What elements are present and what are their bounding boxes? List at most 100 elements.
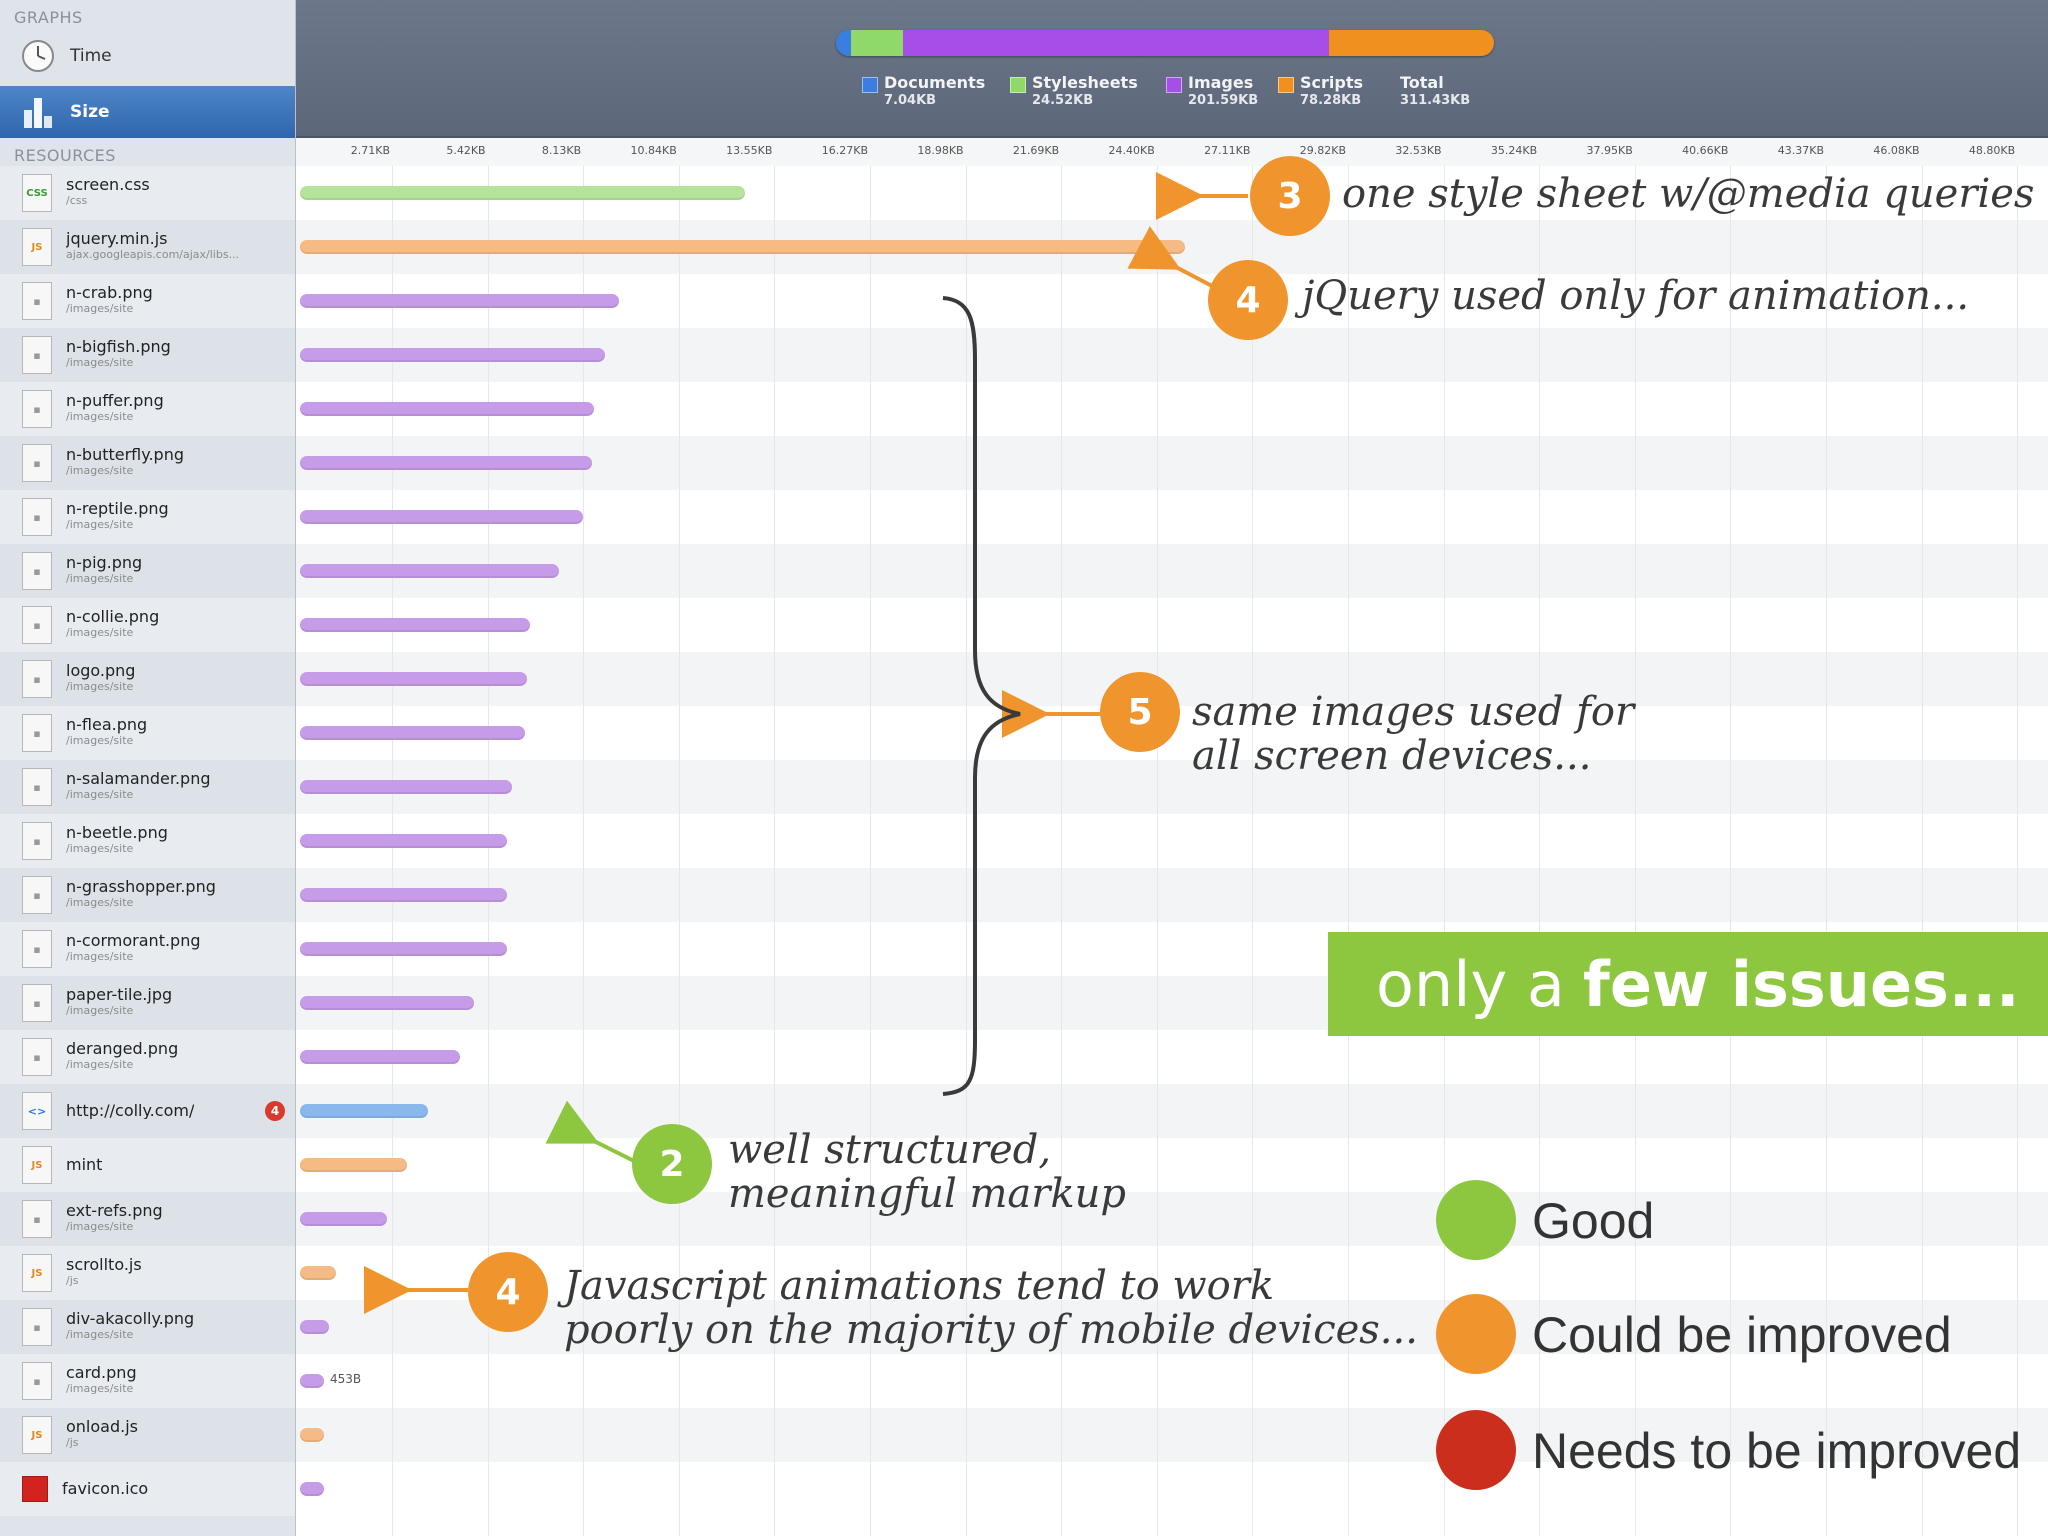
resource-row[interactable]: JS jquery.min.js ajax.googleapis.com/ajax/… <box>0 220 295 274</box>
resource-row[interactable]: ▪ n-grasshopper.png/images/site <box>0 868 295 922</box>
size-bar[interactable] <box>300 942 507 956</box>
js-file-icon: JS <box>22 1146 52 1184</box>
size-bar[interactable] <box>300 996 475 1010</box>
resource-name: n-butterfly.png <box>66 447 184 464</box>
chart-gridline <box>678 166 680 1536</box>
size-bar[interactable] <box>300 402 594 416</box>
chart-gridline <box>1539 166 1541 1536</box>
legend-name: Documents <box>884 73 986 92</box>
resource-name: div-akacolly.png <box>66 1311 195 1328</box>
ruler-tick-label: 21.69KB <box>1012 144 1060 157</box>
size-bar[interactable] <box>300 1158 407 1172</box>
annotation-5-badge: 5 <box>1100 672 1180 752</box>
sidebar: GRAPHS Time Size RESOURCES CSS screen.css… <box>0 0 296 1536</box>
key-good-label: Good <box>1532 1193 1655 1249</box>
png-file-icon: ▪ <box>22 768 52 806</box>
chart-row-bg <box>296 760 2048 814</box>
graph-item-time[interactable]: Time <box>0 30 295 82</box>
resource-row[interactable]: ▪ div-akacolly.png/images/site <box>0 1300 295 1354</box>
legend-value: 311.43KB <box>1400 93 1471 108</box>
legend-name: Images <box>1188 73 1254 92</box>
resource-row[interactable]: ▪ n-salamander.png/images/site <box>0 760 295 814</box>
resource-row[interactable]: CSS screen.css/css <box>0 166 295 220</box>
size-bar[interactable] <box>300 186 745 200</box>
chart-gridline <box>2017 166 2019 1536</box>
resource-path: /images/site <box>66 896 134 909</box>
resource-row[interactable]: ▪ deranged.png/images/site <box>0 1030 295 1084</box>
ruler-tick-label: 8.13KB <box>541 144 582 157</box>
resource-row[interactable]: <> http://colly.com/4 <box>0 1084 295 1138</box>
size-bar[interactable] <box>300 1374 324 1388</box>
size-bar[interactable] <box>300 1050 460 1064</box>
resource-row[interactable]: ▪ logo.png/images/site <box>0 652 295 706</box>
resource-row[interactable]: ▪ n-beetle.png/images/site <box>0 814 295 868</box>
png-file-icon: ▪ <box>22 336 52 374</box>
chart-gridline <box>1348 166 1349 1536</box>
resource-name: n-pig.png <box>66 555 143 572</box>
size-bar[interactable] <box>300 510 583 524</box>
chart-gridline <box>1634 166 1636 1536</box>
size-bar[interactable] <box>300 888 507 902</box>
resource-path: ajax.googleapis.com/ajax/libs... <box>66 248 240 261</box>
size-bar[interactable] <box>300 726 525 740</box>
resource-row[interactable]: JS scrollto.js/js <box>0 1246 295 1300</box>
resource-row[interactable]: ▪ n-collie.png/images/site <box>0 598 295 652</box>
size-bar[interactable] <box>300 618 531 632</box>
resource-row[interactable]: ▪ n-bigfish.png/images/site <box>0 328 295 382</box>
summary-banner: only a few issues... <box>1328 932 2048 1036</box>
chart-gridline <box>1156 166 1158 1536</box>
error-count-badge: 4 <box>265 1101 285 1121</box>
size-bar[interactable] <box>300 456 592 470</box>
resources-heading: RESOURCES <box>14 146 116 165</box>
chart-row-bg <box>296 1354 2048 1408</box>
resource-text: ext-refs.png/images/site <box>66 1203 163 1235</box>
annotation-5-line1: same images used for <box>1192 689 1635 735</box>
size-bar[interactable] <box>300 834 507 848</box>
legend-text: Total 311.43KB <box>1400 74 1470 110</box>
size-bar[interactable] <box>300 240 1185 254</box>
resource-text: logo.png/images/site <box>66 663 135 695</box>
size-bar[interactable] <box>300 1266 337 1280</box>
resource-row[interactable]: ▪ card.png/images/site <box>0 1354 295 1408</box>
resource-path: /images/site <box>66 1058 134 1071</box>
ruler-tick-label: 10.84KB <box>630 144 677 157</box>
resource-row[interactable]: favicon.ico <box>0 1462 295 1516</box>
resource-path: /images/site <box>66 518 134 531</box>
chart-row-bg <box>296 1138 2048 1192</box>
resource-name: n-flea.png <box>66 717 148 734</box>
size-bar[interactable] <box>300 348 605 362</box>
resource-name: logo.png <box>66 663 136 680</box>
size-bar[interactable] <box>300 294 620 308</box>
size-bar[interactable] <box>300 1320 329 1334</box>
size-bar[interactable] <box>300 780 513 794</box>
resource-row[interactable]: ▪ n-puffer.png/images/site <box>0 382 295 436</box>
resource-row[interactable]: ▪ n-crab.png/images/site <box>0 274 295 328</box>
resource-row[interactable]: ▪ n-flea.png/images/site <box>0 706 295 760</box>
resource-path: /js <box>66 1274 79 1287</box>
size-bar[interactable] <box>300 564 560 578</box>
size-ruler: 2.71KB 5.42KB 8.13KB 10.84KB 13.55KB 16.27KB 1… <box>296 138 2048 167</box>
resource-row[interactable]: ▪ n-pig.png/images/site <box>0 544 295 598</box>
resource-row[interactable]: ▪ n-cormorant.png/images/site <box>0 922 295 976</box>
resource-row[interactable]: JS mint <box>0 1138 295 1192</box>
resource-row[interactable]: ▪ paper-tile.jpg/images/site <box>0 976 295 1030</box>
size-bar[interactable] <box>300 672 527 686</box>
size-bar[interactable] <box>300 1212 388 1226</box>
ruler-tick-label: 40.66KB <box>1682 144 1729 157</box>
legend-value: 7.04KB <box>884 93 937 108</box>
resource-row[interactable]: ▪ ext-refs.png/images/site <box>0 1192 295 1246</box>
resource-row[interactable]: JS onload.js/js <box>0 1408 295 1462</box>
size-bar[interactable] <box>300 1428 324 1442</box>
chart-row-bg <box>296 490 2048 544</box>
chart-row-bg <box>296 544 2048 598</box>
resource-row[interactable]: ▪ n-reptile.png/images/site <box>0 490 295 544</box>
summary-segment-scripts <box>1328 30 1494 56</box>
size-bar[interactable] <box>300 1104 428 1118</box>
resource-row[interactable]: ▪ n-butterfly.png/images/site <box>0 436 295 490</box>
graph-item-size[interactable]: Size <box>0 86 295 138</box>
chart-gridline <box>1730 166 1732 1536</box>
legend-item-scripts: Scripts 78.28KB <box>1278 74 1363 110</box>
ruler-tick-label: 24.40KB <box>1108 144 1155 157</box>
size-bar[interactable] <box>300 1482 324 1496</box>
